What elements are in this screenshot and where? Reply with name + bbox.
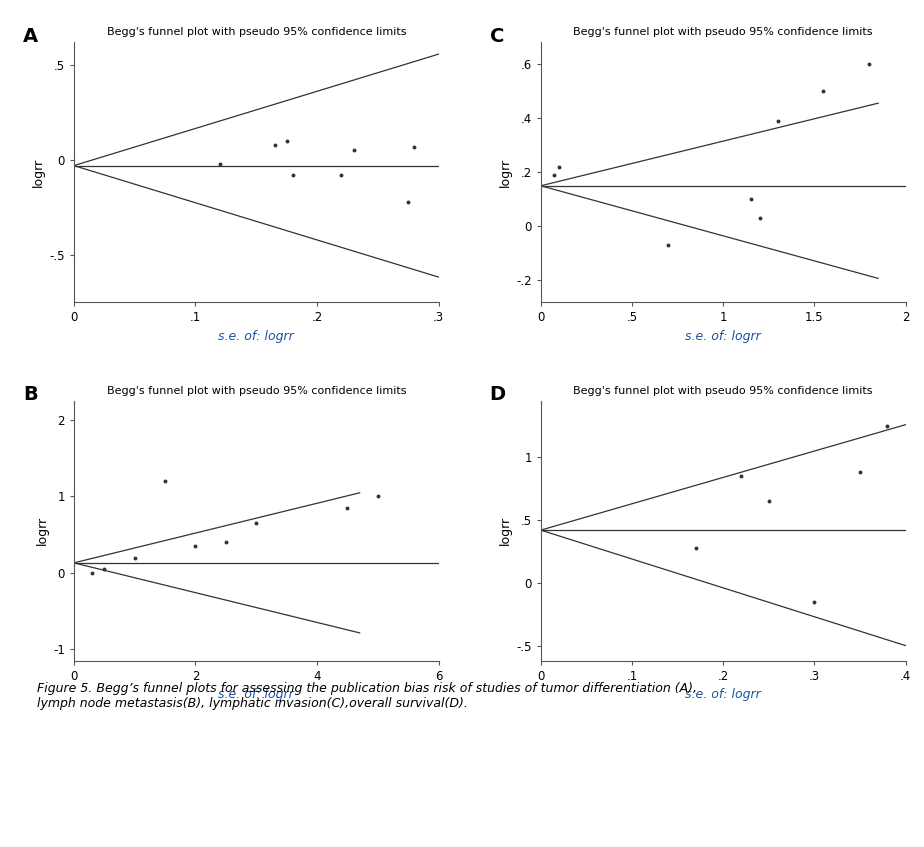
Y-axis label: logrr: logrr	[32, 158, 45, 187]
Point	[279, 134, 294, 147]
Point	[688, 541, 703, 555]
Point	[853, 466, 868, 479]
X-axis label: s.e. of: logrr: s.e. of: logrr	[686, 689, 761, 701]
X-axis label: s.e. of: logrr: s.e. of: logrr	[218, 689, 294, 701]
Text: B: B	[23, 385, 38, 404]
Point	[218, 535, 233, 549]
Point	[334, 169, 348, 182]
Point	[128, 551, 142, 564]
Point	[85, 566, 100, 579]
Title: Begg's funnel plot with pseudo 95% confidence limits: Begg's funnel plot with pseudo 95% confi…	[106, 27, 406, 37]
X-axis label: s.e. of: logrr: s.e. of: logrr	[218, 329, 294, 343]
Point	[816, 85, 831, 98]
Point	[761, 495, 776, 508]
Point	[407, 140, 421, 153]
Point	[249, 517, 263, 530]
Point	[97, 562, 112, 576]
Point	[286, 169, 300, 182]
Y-axis label: logrr: logrr	[36, 516, 49, 545]
Point	[880, 419, 894, 433]
Text: Figure 5. Begg’s funnel plots for assessing the publication bias risk of studies: Figure 5. Begg’s funnel plots for assess…	[37, 682, 697, 710]
Text: C: C	[490, 27, 505, 46]
Point	[371, 490, 385, 503]
Title: Begg's funnel plot with pseudo 95% confidence limits: Begg's funnel plot with pseudo 95% confi…	[574, 386, 873, 396]
Point	[752, 212, 767, 225]
Point	[346, 144, 361, 158]
Point	[552, 160, 566, 174]
Point	[401, 195, 416, 208]
Point	[188, 540, 203, 553]
Y-axis label: logrr: logrr	[499, 158, 512, 187]
Point	[743, 192, 758, 206]
Point	[546, 169, 561, 182]
Point	[158, 474, 173, 488]
Point	[213, 157, 227, 170]
Point	[862, 58, 877, 71]
Point	[267, 138, 282, 152]
Point	[734, 469, 748, 483]
Text: D: D	[490, 385, 505, 404]
Point	[661, 239, 675, 252]
Y-axis label: logrr: logrr	[499, 516, 512, 545]
Point	[807, 595, 821, 608]
Title: Begg's funnel plot with pseudo 95% confidence limits: Begg's funnel plot with pseudo 95% confi…	[574, 27, 873, 37]
Text: A: A	[23, 27, 38, 46]
Title: Begg's funnel plot with pseudo 95% confidence limits: Begg's funnel plot with pseudo 95% confi…	[106, 386, 406, 396]
Point	[340, 501, 355, 515]
Point	[771, 114, 785, 128]
X-axis label: s.e. of: logrr: s.e. of: logrr	[686, 329, 761, 343]
